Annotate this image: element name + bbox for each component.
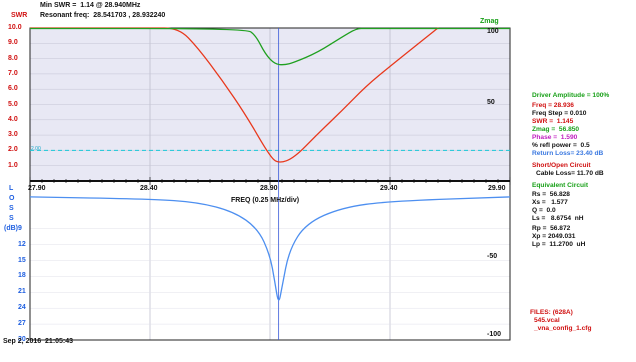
xp-readout: Xp = 2049.031 bbox=[532, 233, 576, 240]
loss-tick-label: 24 bbox=[18, 304, 26, 312]
return-loss-readout: Return Loss= 23.40 dB bbox=[532, 150, 604, 157]
swr-tick-label: 8.0 bbox=[8, 54, 18, 62]
ls-readout: Ls = 8.6754 nH bbox=[532, 215, 584, 222]
swr-tick-label: 2.0 bbox=[8, 146, 18, 154]
loss-tick-label: 9 bbox=[18, 224, 22, 232]
zmag-tick-label: 100 bbox=[487, 28, 499, 35]
loss-tick-label: 12 bbox=[18, 240, 26, 248]
phase-readout: Phase = 1.590 bbox=[532, 134, 578, 141]
zmag-tick-label: -50 bbox=[487, 253, 498, 260]
loss-tick-label: 30 bbox=[18, 336, 26, 343]
min-swr-text: Min SWR = 1.14 @ 28.940MHz bbox=[40, 2, 141, 9]
refl-power-readout: % refl power = 0.5 bbox=[532, 142, 590, 149]
loss-axis-letter: (dB) bbox=[4, 225, 18, 232]
freq-tick-label: 29.40 bbox=[380, 185, 398, 192]
swr-tick-label: 4.0 bbox=[8, 115, 18, 123]
file-vcal: 545.vcal bbox=[534, 317, 560, 324]
x-axis-label: FREQ (0.25 MHz/div) bbox=[231, 197, 300, 204]
freq-tick-label: 28.90 bbox=[260, 185, 278, 192]
swr-readout: SWR = 1.145 bbox=[532, 118, 574, 125]
timestamp: Sep 2, 2016 21:05:43 bbox=[3, 338, 74, 345]
zmag-readout: Zmag = 56.850 bbox=[532, 126, 580, 133]
loss-tick-label: 27 bbox=[18, 320, 26, 328]
loss-tick-label: 21 bbox=[18, 288, 26, 296]
swr-tick-label: 3.0 bbox=[8, 131, 18, 139]
plot-grid bbox=[30, 28, 510, 340]
swr-tick-label: 9.0 bbox=[8, 39, 18, 47]
short-open-title: Short/Open Circuit bbox=[532, 162, 591, 169]
loss-axis-letter: O bbox=[9, 195, 15, 202]
zmag-tick-label: 50 bbox=[487, 99, 495, 106]
swr-tick-label: 5.0 bbox=[8, 100, 18, 108]
q-readout: Q = 0.0 bbox=[532, 207, 556, 214]
freq-readout: Freq = 28.936 bbox=[532, 102, 574, 109]
rs-readout: Rs = 56.828 bbox=[532, 191, 570, 198]
freq-step-readout: Freq Step = 0.010 bbox=[532, 110, 587, 117]
freq-tick-label: 29.90 bbox=[488, 185, 506, 192]
swr-tick-label: 1.0 bbox=[8, 161, 18, 169]
freq-tick-label: 28.40 bbox=[140, 185, 158, 192]
zmag-tick-label: -100 bbox=[487, 331, 502, 338]
loss-axis-letter: S bbox=[9, 215, 14, 222]
swr-axis-label: SWR bbox=[11, 12, 28, 19]
equiv-circuit-title: Equivalent Circuit bbox=[532, 182, 589, 189]
zmag-axis-label: Zmag bbox=[480, 18, 499, 25]
freq-tick-label: 27.90 bbox=[28, 185, 46, 192]
loss-axis-letter: L bbox=[9, 185, 14, 192]
swr-tick-label: 7.0 bbox=[8, 69, 18, 77]
xs-readout: Xs = 1.577 bbox=[532, 199, 568, 206]
resonant-freq-text: Resonant freq: 28.541703 , 28.932240 bbox=[40, 12, 166, 19]
driver-amplitude: Driver Amplitude = 100% bbox=[532, 92, 610, 99]
loss-tick-label: 15 bbox=[18, 256, 26, 264]
zmag-curve bbox=[30, 27, 510, 66]
swr-tick-label: 10.0 bbox=[8, 24, 22, 31]
plot-axes bbox=[29, 27, 511, 341]
return-loss-curve bbox=[29, 196, 511, 301]
file-config: _vna_config_1.cfg bbox=[534, 325, 592, 332]
ref-line-label: 2.00 bbox=[31, 146, 41, 152]
files-title: FILES: (628A) bbox=[530, 309, 573, 316]
loss-axis-letter: S bbox=[9, 205, 14, 212]
swr-tick-label: 6.0 bbox=[8, 85, 18, 93]
rp-readout: Rp = 56.872 bbox=[532, 225, 571, 232]
cable-loss-readout: Cable Loss= 11.70 dB bbox=[536, 170, 604, 177]
loss-tick-label: 18 bbox=[18, 272, 26, 280]
lp-readout: Lp = 11.2700 uH bbox=[532, 241, 586, 248]
plot-curves bbox=[29, 27, 511, 340]
